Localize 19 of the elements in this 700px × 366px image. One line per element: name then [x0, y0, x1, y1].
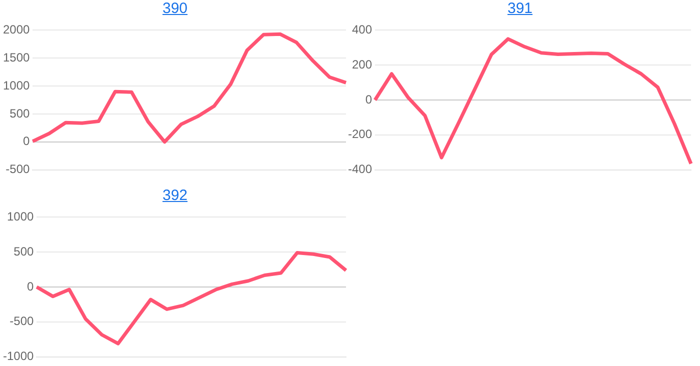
y-tick-label: 1000 [2, 78, 30, 92]
y-tick-label: 2000 [2, 22, 30, 37]
y-tick-label: 1500 [2, 50, 30, 64]
y-tick-label: 1000 [6, 210, 34, 224]
y-tick-label: -200 [348, 127, 372, 142]
y-tick-label: 0 [23, 134, 30, 148]
y-tick-label: -400 [348, 162, 372, 176]
chart-title: 391 [506, 0, 534, 19]
chart-title: 392 [161, 187, 189, 206]
y-tick-label: -500 [6, 162, 30, 176]
y-tick-label: -500 [10, 314, 34, 328]
y-tick-label: -1000 [2, 349, 34, 364]
y-tick-label: 200 [352, 57, 372, 72]
y-tick-label: 0 [365, 92, 372, 106]
y-tick-label: 500 [14, 244, 34, 258]
y-tick-label: 400 [352, 22, 372, 37]
chart-title: 390 [161, 0, 189, 19]
y-tick-label: 500 [10, 106, 30, 120]
y-tick-label: 0 [27, 279, 34, 294]
